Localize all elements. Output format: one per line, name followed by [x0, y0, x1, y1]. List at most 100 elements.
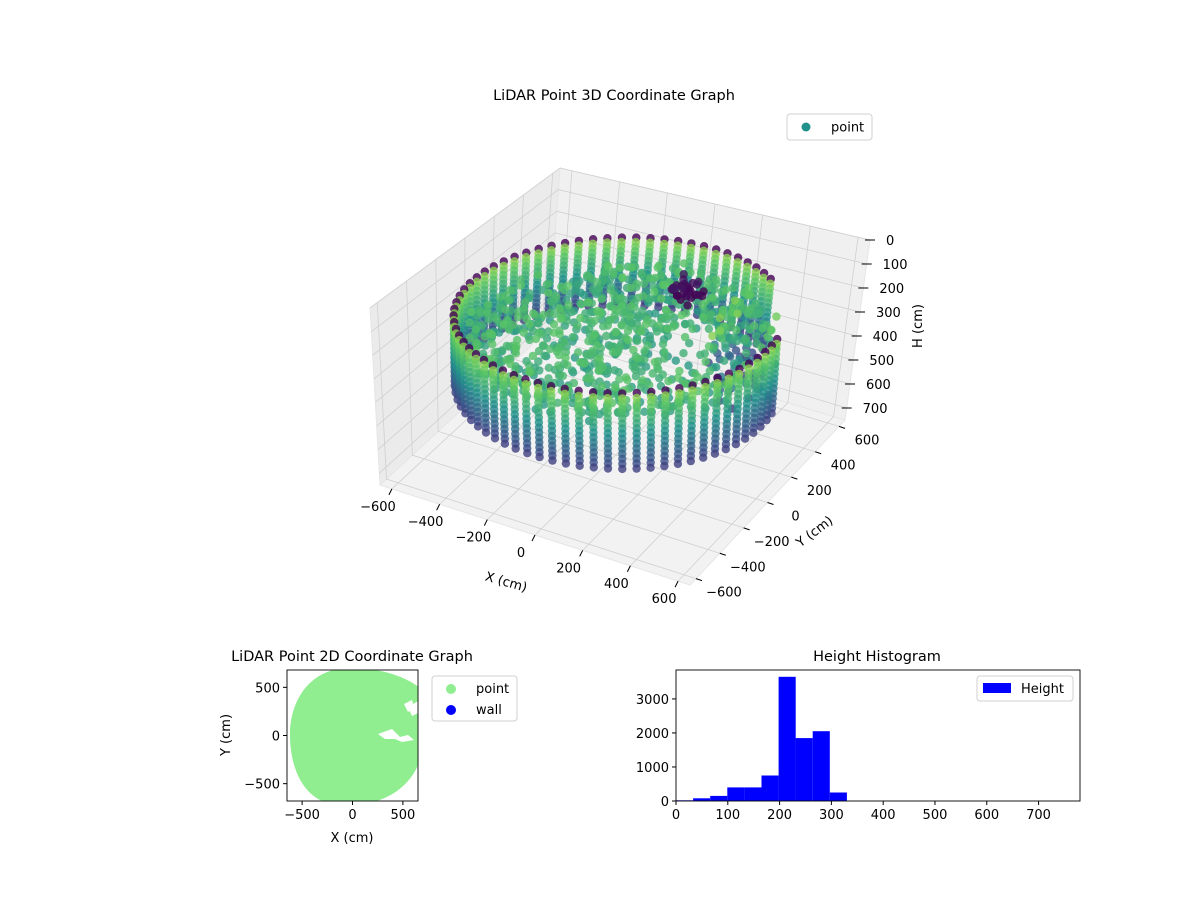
chart-3d-point — [767, 325, 776, 335]
chart-3d-point — [576, 313, 585, 323]
chart-3d-point — [679, 349, 688, 358]
chart-3d-point — [623, 375, 632, 385]
chart-3d-ztick-label: 200 — [879, 282, 904, 297]
chart-3d-point — [534, 357, 543, 366]
chart-hist-xtick-label: 200 — [767, 808, 792, 823]
chart-3d-point — [542, 280, 552, 289]
chart-3d-point — [699, 313, 708, 322]
chart-3d-gridline-x — [630, 226, 811, 567]
chart-hist-xtick-label: 300 — [819, 808, 844, 823]
chart-hist-xtick-label: 700 — [1026, 808, 1051, 823]
chart-3d-point — [657, 294, 666, 303]
chart-3d-point — [660, 461, 669, 471]
chart-3d-point — [731, 440, 741, 449]
chart-3d-point — [671, 284, 680, 294]
chart-3d-point — [686, 456, 695, 466]
chart-3d-ytick-label: −600 — [706, 586, 742, 601]
chart-3d-gridline-y — [435, 259, 744, 529]
chart-3d-point — [484, 315, 493, 324]
chart-3d-xtick — [531, 534, 536, 542]
chart-3d-point — [678, 283, 687, 293]
chart-3d-point — [535, 366, 544, 375]
chart-2d-xtick-label: −500 — [284, 808, 320, 823]
chart-3d-point — [548, 456, 557, 465]
chart-3d-legend-marker — [801, 122, 811, 132]
chart-3d-point — [638, 376, 647, 385]
chart-3d-point — [618, 464, 627, 474]
chart-3d-xtick — [436, 504, 441, 511]
chart-hist: Height Histogram 0 100 200 300 400 500 600 7000… — [636, 649, 1081, 823]
chart-3d-point — [583, 374, 593, 383]
chart-3d-point — [679, 259, 689, 268]
chart-3d-point — [564, 300, 573, 310]
chart-hist-bar — [761, 775, 779, 801]
chart-3d-point — [680, 332, 690, 342]
chart-3d-point — [602, 331, 611, 341]
chart-3d-point — [677, 311, 686, 320]
chart-hist-legend-swatch — [983, 683, 1011, 693]
chart-hist-ytick-label: 3000 — [636, 693, 669, 708]
chart-3d-xtick — [674, 580, 679, 588]
chart-3d-point — [631, 365, 640, 374]
chart-3d-point — [529, 309, 538, 318]
chart-2d-xtick-label: 500 — [390, 808, 415, 823]
chart-3d-point — [740, 434, 750, 443]
chart-3d-point — [590, 316, 599, 326]
chart-3d-point — [658, 339, 668, 349]
chart-3d-point — [626, 302, 636, 311]
chart-hist-bar — [795, 738, 813, 801]
chart-3d-point — [519, 328, 528, 337]
chart-3d-point — [720, 356, 729, 365]
chart-3d-point — [525, 368, 534, 377]
chart-3d-point — [671, 356, 680, 365]
chart-3d-point — [573, 348, 583, 357]
chart-3d-point — [473, 422, 483, 431]
chart-3d-point — [573, 321, 582, 330]
chart-3d-point — [742, 348, 751, 358]
chart-3d-point — [545, 344, 555, 354]
chart-3d-point — [554, 350, 564, 360]
chart-2d-gap — [404, 700, 414, 712]
chart-3d-point — [583, 298, 593, 307]
chart-3d-point — [733, 336, 742, 346]
chart-2d-ylabel: Y (cm) — [219, 714, 234, 757]
chart-3d-ztick-label: 600 — [866, 378, 891, 393]
chart-3d-xtick-label: −200 — [455, 531, 491, 546]
chart-3d-point — [539, 310, 548, 320]
chart-3d-point — [636, 327, 646, 336]
chart-3d-xtick-label: 600 — [652, 592, 677, 607]
chart-3d-point — [608, 348, 618, 357]
chart-3d-point — [658, 370, 667, 379]
chart-2d: LiDAR Point 2D Coordinate Graph −500 0 500… — [219, 649, 518, 846]
chart-3d-point — [603, 321, 612, 330]
chart-2d-legend-marker-wall — [446, 705, 456, 715]
chart-3d-point — [525, 319, 534, 328]
chart-3d-point — [704, 342, 714, 351]
chart-3d-point — [544, 363, 554, 372]
chart-hist-legend-box — [976, 675, 1074, 702]
chart-3d-ztick-label: 0 — [886, 234, 894, 249]
chart-3d-point — [751, 331, 761, 341]
chart-3d-zlabel: H (cm) — [911, 304, 926, 348]
chart-3d-ytick — [791, 476, 798, 480]
chart-3d-ztick-label: 100 — [883, 258, 908, 273]
chart-2d-ytick-label: −500 — [244, 778, 280, 793]
chart-hist-xtick-label: 400 — [871, 808, 896, 823]
chart-hist-xtick-label: 0 — [672, 808, 680, 823]
chart-3d-point — [708, 331, 717, 341]
chart-2d-ytick-label: 0 — [272, 730, 280, 745]
chart-hist-bar — [829, 792, 847, 801]
chart-3d-point — [611, 327, 620, 337]
chart-3d-point — [664, 376, 673, 386]
chart-3d-point — [634, 311, 643, 320]
chart-3d-point — [754, 309, 763, 318]
chart-3d-gridline-y — [406, 281, 720, 554]
chart-3d-point — [568, 332, 577, 342]
chart-3d-point — [673, 459, 683, 469]
chart-hist-bar — [727, 787, 745, 801]
chart-3d-point — [609, 269, 618, 279]
chart-3d-point — [480, 332, 489, 341]
chart-3d-point — [704, 324, 714, 334]
chart-3d-point — [633, 354, 642, 363]
chart-3d-point — [513, 312, 523, 322]
